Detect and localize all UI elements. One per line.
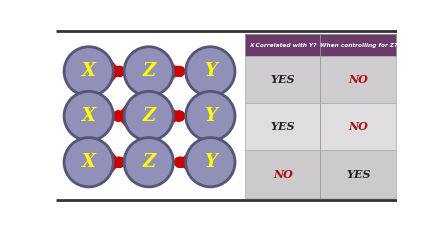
Circle shape xyxy=(186,47,235,96)
Text: YES: YES xyxy=(271,74,295,85)
Text: YES: YES xyxy=(346,169,370,180)
Text: Y: Y xyxy=(204,62,217,80)
Text: Z: Z xyxy=(142,107,155,125)
Text: NO: NO xyxy=(348,74,368,85)
Bar xyxy=(320,34,396,56)
Text: NO: NO xyxy=(273,169,293,180)
Text: X: X xyxy=(82,153,96,171)
Circle shape xyxy=(64,91,113,141)
Text: X Correlated with Y?: X Correlated with Y? xyxy=(249,43,316,48)
Text: YES: YES xyxy=(271,121,295,132)
Bar xyxy=(245,56,396,103)
Circle shape xyxy=(64,47,113,96)
Circle shape xyxy=(186,91,235,141)
Bar xyxy=(57,31,241,200)
Text: X: X xyxy=(82,62,96,80)
Circle shape xyxy=(124,47,173,96)
Text: Y: Y xyxy=(204,153,217,171)
Circle shape xyxy=(124,138,173,187)
Bar xyxy=(245,34,320,56)
Circle shape xyxy=(64,138,113,187)
Bar xyxy=(245,103,396,150)
Text: Y: Y xyxy=(204,107,217,125)
Text: X: X xyxy=(82,107,96,125)
Text: Z: Z xyxy=(142,153,155,171)
Circle shape xyxy=(186,138,235,187)
Text: Z: Z xyxy=(142,62,155,80)
Bar xyxy=(245,150,396,198)
Text: When controlling for Z?: When controlling for Z? xyxy=(320,43,397,48)
Text: NO: NO xyxy=(348,121,368,132)
Circle shape xyxy=(124,91,173,141)
